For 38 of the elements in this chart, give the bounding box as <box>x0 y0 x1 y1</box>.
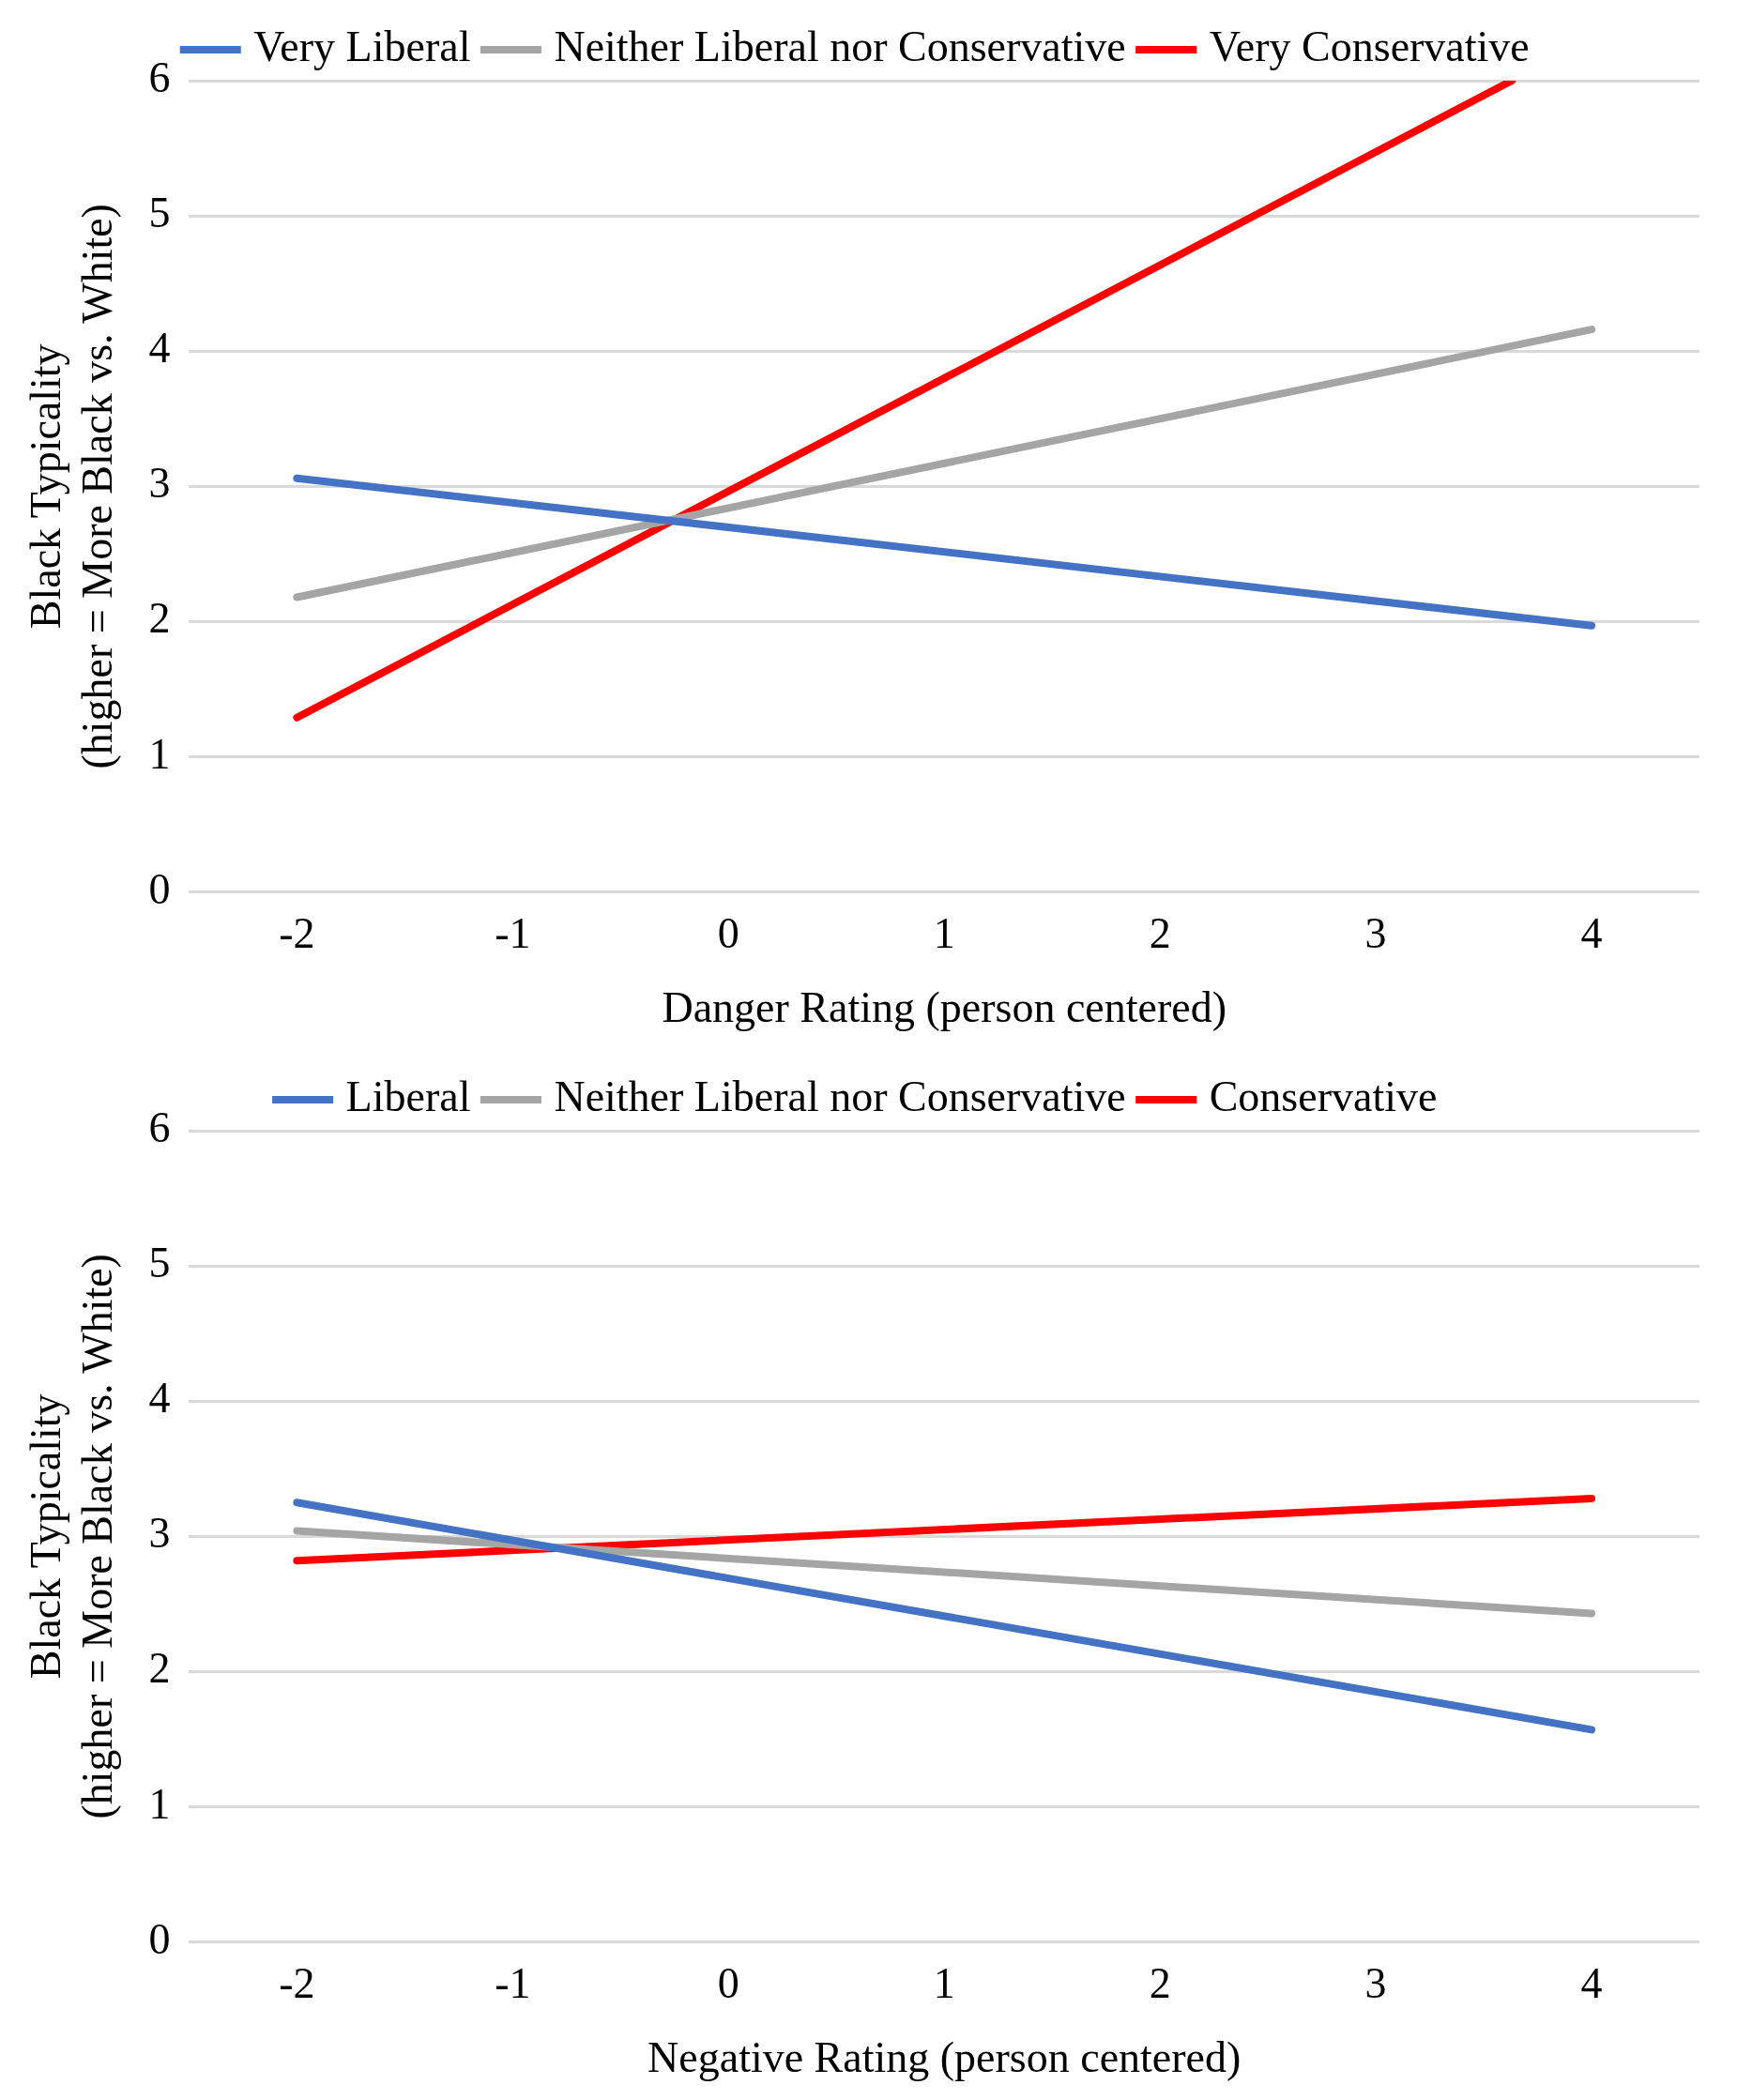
x-tick-label: 0 <box>717 909 739 958</box>
y-tick-label: 4 <box>148 1374 171 1423</box>
x-tick-label: 3 <box>1364 909 1387 958</box>
x-tick-label: -1 <box>495 909 531 958</box>
legend-label: Neither Liberal nor Conservative <box>554 1073 1126 1121</box>
y-tick-label: 2 <box>148 594 171 643</box>
y-tick-label: 6 <box>148 1103 171 1152</box>
x-tick-label: 4 <box>1580 1959 1603 2008</box>
legend-label: Very Conservative <box>1209 23 1530 71</box>
x-tick-label: 2 <box>1149 1959 1171 2008</box>
x-tick-label: -1 <box>495 1959 531 2008</box>
legend-label: Very Liberal <box>253 23 471 71</box>
y-axis-title: Black Typicality (higher = More Black vs. White) <box>21 204 121 769</box>
x-axis-title: Negative Rating (person centered) <box>648 2033 1242 2082</box>
y-tick-label: 0 <box>148 864 171 913</box>
x-tick-label: 0 <box>717 1959 739 2008</box>
x-tick-label: 4 <box>1580 909 1603 958</box>
y-tick-label: 2 <box>148 1644 171 1693</box>
x-tick-label: -2 <box>279 1959 315 2008</box>
x-tick-label: 1 <box>933 1959 955 2008</box>
y-tick-label: 5 <box>148 189 171 237</box>
legend-label: Neither Liberal nor Conservative <box>554 23 1126 71</box>
y-tick-label: 0 <box>148 1914 171 1963</box>
y-tick-label: 6 <box>148 53 171 102</box>
x-tick-label: 2 <box>1149 909 1171 958</box>
y-axis-title: Black Typicality (higher = More Black vs. White) <box>21 1254 121 1819</box>
y-tick-label: 1 <box>148 729 171 778</box>
y-tick-label: 3 <box>148 1509 171 1558</box>
x-tick-label: 3 <box>1364 1959 1387 2008</box>
x-tick-label: -2 <box>279 909 315 958</box>
legend-label: Conservative <box>1209 1073 1438 1121</box>
y-tick-label: 1 <box>148 1779 171 1828</box>
y-tick-label: 3 <box>148 459 171 508</box>
y-tick-label: 5 <box>148 1239 171 1287</box>
y-tick-label: 4 <box>148 324 171 373</box>
x-tick-label: 1 <box>933 909 955 958</box>
x-axis-title: Danger Rating (person centered) <box>662 983 1227 1032</box>
legend-label: Liberal <box>345 1073 471 1121</box>
